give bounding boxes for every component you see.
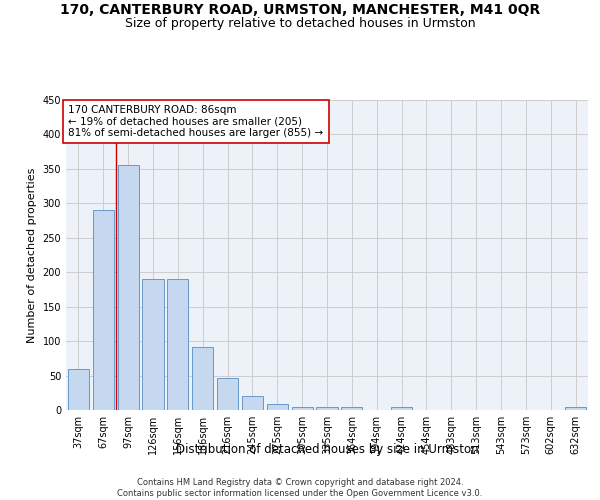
Bar (142, 279, 164, 410)
Bar (292, 406, 313, 410)
Bar (267, 404, 288, 410)
Bar (565, 406, 586, 410)
Bar (316, 406, 338, 410)
Bar (167, 279, 188, 410)
Bar (93, 210, 114, 410)
Bar (391, 406, 412, 410)
Text: Distribution of detached houses by size in Urmston: Distribution of detached houses by size … (176, 442, 478, 456)
Text: 170 CANTERBURY ROAD: 86sqm
← 19% of detached houses are smaller (205)
81% of sem: 170 CANTERBURY ROAD: 86sqm ← 19% of deta… (68, 105, 323, 138)
Y-axis label: Number of detached properties: Number of detached properties (27, 168, 37, 342)
Text: Contains HM Land Registry data © Crown copyright and database right 2024.
Contai: Contains HM Land Registry data © Crown c… (118, 478, 482, 498)
Bar (341, 406, 362, 410)
Text: 170, CANTERBURY ROAD, URMSTON, MANCHESTER, M41 0QR: 170, CANTERBURY ROAD, URMSTON, MANCHESTE… (60, 2, 540, 16)
Bar (68, 368, 89, 410)
Bar (118, 166, 139, 410)
Bar (242, 396, 263, 410)
Bar (217, 378, 238, 410)
Text: Size of property relative to detached houses in Urmston: Size of property relative to detached ho… (125, 18, 475, 30)
Bar (192, 346, 213, 410)
